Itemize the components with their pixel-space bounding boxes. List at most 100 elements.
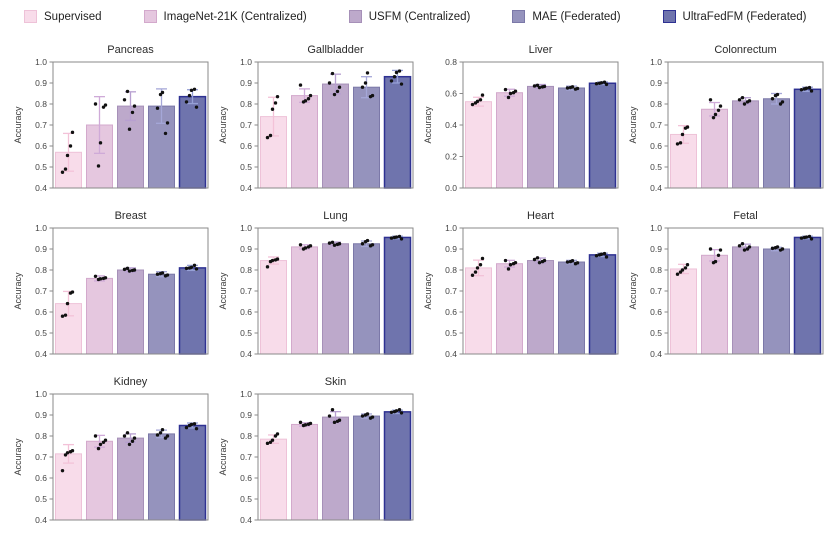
data-point xyxy=(330,71,335,76)
bar-supervised xyxy=(670,268,697,355)
y-tick-label: 0.8 xyxy=(650,99,662,109)
data-point xyxy=(747,245,752,249)
y-tick-label: 0.5 xyxy=(35,494,47,504)
data-point xyxy=(68,144,73,148)
data-point xyxy=(506,95,511,100)
data-point xyxy=(327,81,332,85)
y-tick-label: 0.6 xyxy=(445,307,457,317)
data-point xyxy=(480,256,485,261)
y-axis-label: Accuracy xyxy=(13,106,23,144)
y-tick-label: 0.8 xyxy=(35,265,47,275)
data-point xyxy=(165,273,170,277)
data-point xyxy=(775,245,780,249)
data-point xyxy=(96,446,101,451)
y-tick-label: 0.0 xyxy=(445,183,457,193)
y-axis-label: Accuracy xyxy=(13,272,23,310)
chart-fetal: Accuracy 0.4 0.5 0.6 0.7 0.8 0.9 1.0 xyxy=(628,224,824,359)
data-point xyxy=(685,125,690,129)
data-point xyxy=(275,94,280,99)
data-point xyxy=(98,442,103,447)
data-point xyxy=(370,415,375,419)
data-point xyxy=(298,243,303,247)
data-point xyxy=(158,431,163,435)
data-point xyxy=(678,141,683,145)
subplot-kidney: Kidney Accuracy 0.4 0.5 0.6 0.7 0.8 0.9 1.0 xyxy=(8,375,213,541)
data-point xyxy=(599,252,604,256)
data-point xyxy=(716,253,721,257)
subplot-title: Skin xyxy=(324,376,347,388)
y-axis-label: Accuracy xyxy=(423,272,433,310)
data-point xyxy=(184,425,189,430)
y-tick-label: 0.8 xyxy=(445,265,457,275)
y-tick-label: 0.9 xyxy=(240,410,252,420)
data-point xyxy=(130,439,135,443)
chart-gallbladder: Accuracy 0.4 0.5 0.6 0.7 0.8 0.9 1.0 xyxy=(218,58,414,193)
data-point xyxy=(103,438,108,442)
data-point xyxy=(332,420,337,425)
y-axis-label: Accuracy xyxy=(13,438,23,476)
y-tick-label: 0.6 xyxy=(35,141,47,151)
data-point xyxy=(399,82,404,86)
y-tick-label: 0.7 xyxy=(35,452,47,462)
data-point xyxy=(70,130,75,135)
data-point xyxy=(809,89,814,93)
y-tick-label: 0.9 xyxy=(240,244,252,254)
bar-usfm xyxy=(322,83,349,189)
data-point xyxy=(268,133,273,138)
y-tick-label: 0.7 xyxy=(35,120,47,130)
data-point xyxy=(330,408,335,412)
bar-mae xyxy=(558,261,585,355)
data-point xyxy=(742,248,747,252)
y-tick-label: 0.6 xyxy=(650,141,662,151)
data-point xyxy=(98,277,103,281)
bar-imagenet-21k xyxy=(86,277,113,355)
chart-breast: Accuracy 0.4 0.5 0.6 0.7 0.8 0.9 1.0 xyxy=(13,224,209,359)
data-point xyxy=(470,102,475,107)
data-point xyxy=(125,431,130,435)
data-point xyxy=(770,97,775,101)
data-point xyxy=(70,290,75,294)
y-tick-label: 0.7 xyxy=(35,286,47,296)
y-tick-label: 0.8 xyxy=(240,431,252,441)
data-point xyxy=(327,241,332,245)
y-tick-label: 1.0 xyxy=(445,224,457,233)
axes-box xyxy=(52,393,209,521)
axes-box xyxy=(257,393,414,521)
data-point xyxy=(711,115,716,120)
bar-imagenet-21k xyxy=(496,92,523,189)
data-point xyxy=(804,86,809,90)
data-point xyxy=(478,263,483,267)
data-point xyxy=(332,243,337,247)
legend-swatch-mae xyxy=(512,10,526,23)
y-tick-label: 0.6 xyxy=(35,473,47,483)
y-tick-label: 0.7 xyxy=(240,120,252,130)
data-point xyxy=(60,468,65,473)
y-tick-label: 1.0 xyxy=(35,58,47,67)
y-axis-label: Accuracy xyxy=(218,272,228,310)
subplot-title: Colonrectum xyxy=(714,44,777,56)
y-tick-label: 0.6 xyxy=(240,141,252,151)
data-point xyxy=(513,89,518,93)
data-point xyxy=(575,261,580,265)
y-tick-label: 1.0 xyxy=(650,224,662,233)
axes-box xyxy=(257,61,414,189)
subplot-title: Fetal xyxy=(733,210,758,222)
data-point xyxy=(532,84,537,88)
data-point xyxy=(570,85,575,89)
subplot-colonrectum: Colonrectum Accuracy 0.4 0.5 0.6 0.7 0.8 0.9 1.0 xyxy=(623,43,828,209)
y-tick-label: 0.2 xyxy=(445,152,457,162)
data-point xyxy=(187,93,192,98)
bar-ultrafedfm xyxy=(793,88,822,189)
data-point xyxy=(275,432,280,436)
legend-item-usfm: USFM (Centralized) xyxy=(348,10,470,23)
data-point xyxy=(155,272,160,276)
subplot-title: Gallbladder xyxy=(307,44,364,56)
data-point xyxy=(680,132,685,137)
charts-grid: Pancreas Accuracy 0.4 0.5 0.6 0.7 0.8 0.9 1.0 Gal… xyxy=(0,43,830,541)
data-point xyxy=(537,85,542,90)
y-axis-label: Accuracy xyxy=(218,106,228,144)
data-point xyxy=(370,243,375,247)
y-tick-label: 0.6 xyxy=(35,307,47,317)
data-point xyxy=(716,108,721,112)
data-point xyxy=(189,88,194,93)
